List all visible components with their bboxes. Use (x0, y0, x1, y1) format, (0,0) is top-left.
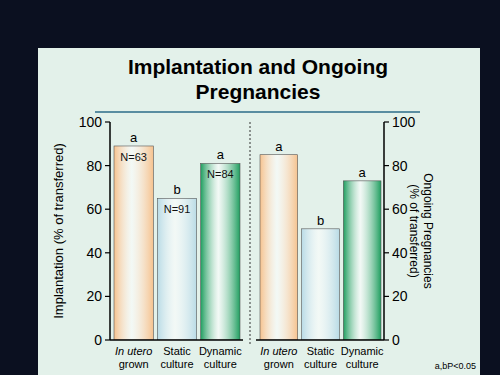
title: Implantation and OngoingPregnancies (128, 55, 388, 103)
bars (114, 146, 240, 340)
significance-letter: b (317, 213, 324, 228)
n-label: N=63 (120, 151, 147, 163)
significance-letter: b (173, 182, 180, 197)
slide (38, 48, 480, 375)
axis-title: Implantation (% of transferred) (51, 143, 66, 319)
tick-label: 0 (94, 332, 102, 348)
divider (250, 122, 251, 346)
bar (201, 163, 240, 340)
category-line: culture (304, 358, 337, 370)
category-line: culture (160, 358, 193, 370)
tick (105, 252, 110, 253)
bar (260, 155, 298, 340)
tick-label: 40 (392, 245, 408, 261)
chart-root: Implantation and OngoingPregnancies a N=63… (0, 0, 500, 375)
tick (105, 121, 110, 122)
tick (384, 209, 389, 210)
tick-label: 20 (86, 288, 102, 304)
tick-label: 60 (86, 201, 102, 217)
significance-letter: a (275, 139, 283, 154)
category-line: Static (307, 345, 335, 357)
tick-label: 20 (392, 288, 408, 304)
bar (343, 181, 381, 340)
axis-title-line: Ongoing Pregnancies (421, 173, 435, 288)
bar (157, 198, 196, 340)
n-label: N=91 (164, 203, 191, 215)
category-line: Static (163, 345, 191, 357)
tick (105, 339, 110, 340)
tick (384, 121, 389, 122)
significance-letter: a (359, 165, 367, 180)
tick (384, 252, 389, 253)
tick-label: 80 (86, 158, 102, 174)
y-axis (109, 122, 111, 340)
bar (114, 146, 153, 340)
category-label: Staticculture (304, 345, 337, 370)
bar (302, 229, 340, 340)
x-axis (110, 339, 243, 341)
significance-letter: a (217, 147, 225, 162)
category-label: Dynamicculture (199, 345, 242, 370)
tick-label: 100 (392, 114, 416, 130)
tick (384, 296, 389, 297)
category-label: In uterogrown (115, 345, 152, 370)
title-line: Pregnancies (196, 80, 321, 103)
tick (105, 165, 110, 166)
tick (105, 296, 110, 297)
category-line: In utero (115, 345, 152, 357)
n-label: N=84 (207, 168, 234, 180)
tick-label: 40 (86, 245, 102, 261)
category-line: Dynamic (199, 345, 242, 357)
tick-label: 0 (392, 332, 400, 348)
bars (260, 155, 381, 340)
axis-title: Ongoing Pregnancies(% of transferred) (407, 173, 435, 288)
category-line: culture (204, 358, 237, 370)
category-line: grown (119, 358, 149, 370)
category-line: grown (264, 358, 294, 370)
significance-letter: a (130, 130, 138, 145)
footnote: a,bP<0.05 (435, 361, 476, 371)
title-line: Implantation and Ongoing (128, 55, 388, 78)
y-axis (383, 122, 385, 340)
category-label: Staticculture (160, 345, 193, 370)
category-label: Dynamicculture (341, 345, 384, 370)
tick (384, 339, 389, 340)
x-axis (256, 339, 384, 341)
tick-label: 100 (79, 114, 103, 130)
tick-label: 60 (392, 201, 408, 217)
category-line: Dynamic (341, 345, 384, 357)
category-line: In utero (260, 345, 297, 357)
tick-label: 80 (392, 158, 408, 174)
tick (384, 165, 389, 166)
title-rule (95, 111, 420, 113)
category-label: In uterogrown (260, 345, 297, 370)
tick (105, 209, 110, 210)
axis-title-line: (% of transferred) (407, 184, 421, 277)
category-line: culture (346, 358, 379, 370)
